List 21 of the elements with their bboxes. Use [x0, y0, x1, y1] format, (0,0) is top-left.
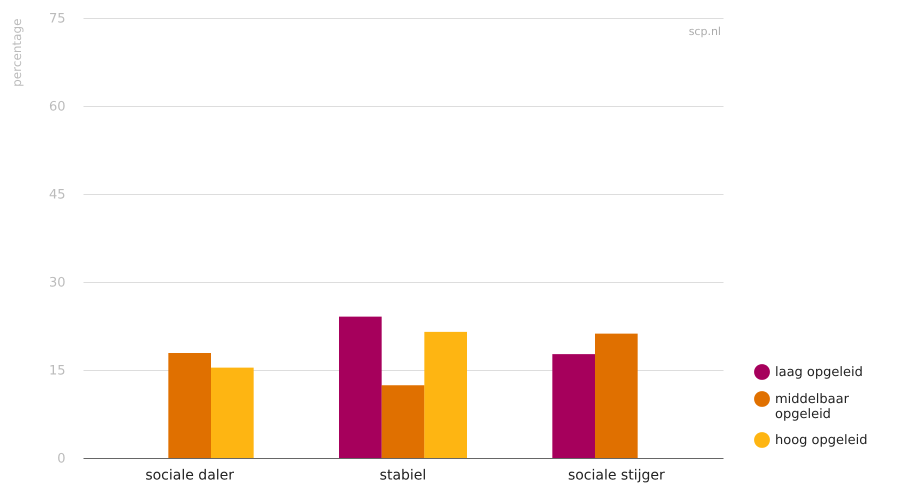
y-axis-title: percentage	[10, 18, 24, 87]
y-tick-label: 75	[48, 12, 66, 26]
y-tick-label: 60	[48, 100, 66, 114]
annotation: scp.nl	[688, 25, 721, 38]
y-tick-label: 15	[48, 364, 66, 378]
x-tick-label: sociale daler	[145, 468, 234, 484]
legend-label: laag opgeleid	[775, 365, 863, 380]
legend-label: middelbaar opgeleid	[775, 392, 850, 422]
bar	[168, 352, 211, 458]
bar	[552, 354, 595, 458]
bar	[382, 385, 424, 458]
y-tick-label: 45	[48, 188, 66, 202]
bar	[424, 332, 467, 458]
y-tick-label: 0	[57, 452, 66, 466]
bar	[211, 368, 254, 458]
legend-label: hoog opgeleid	[775, 433, 868, 448]
y-tick-label: 30	[48, 276, 66, 290]
bar	[339, 316, 382, 458]
x-tick-label: sociale stijger	[568, 468, 665, 484]
bar	[595, 334, 638, 458]
x-tick-label: stabiel	[380, 468, 426, 484]
